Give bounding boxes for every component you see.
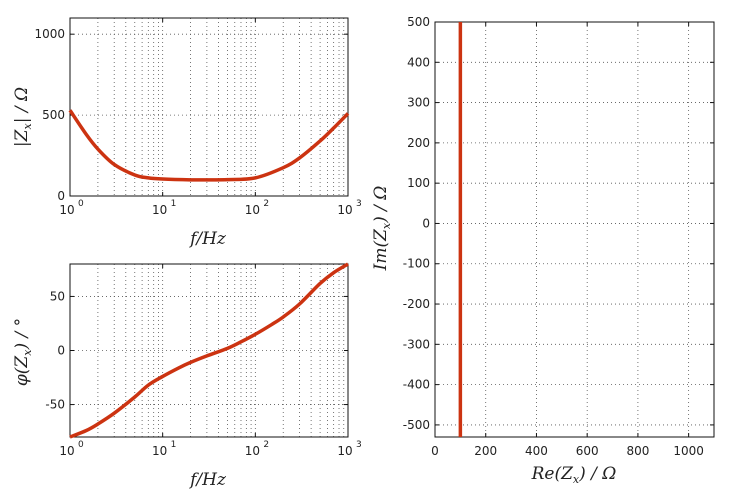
x-tick-label: 1000	[673, 444, 704, 458]
y-tick-label: 1000	[34, 27, 65, 41]
x-tick-label: 200	[474, 444, 497, 458]
nyquist-x-axis-label: Re(Zx) / Ω	[531, 464, 617, 486]
y-tick-label: 0	[422, 216, 430, 230]
x-tick-label: 10	[152, 444, 167, 458]
x-tick-label: 10	[245, 444, 260, 458]
y-tick-label: 500	[407, 15, 430, 29]
y-tick-label: 300	[407, 96, 430, 110]
magnitude-y-axis-label: |Zx| / Ω	[12, 87, 34, 147]
y-tick-label: 500	[42, 108, 65, 122]
phase-x-axis-label: f/Hz	[188, 470, 227, 490]
x-tick-label-exponent: 3	[356, 440, 362, 450]
x-tick-label: 400	[525, 444, 548, 458]
x-tick-label: 0	[431, 444, 439, 458]
y-tick-label: 200	[407, 136, 430, 150]
x-tick-label: 10	[152, 203, 167, 217]
x-tick-label: 600	[576, 444, 599, 458]
x-tick-label-exponent: 0	[78, 440, 84, 450]
y-tick-label: 400	[407, 55, 430, 69]
magnitude-x-axis-label: f/Hz	[188, 229, 227, 249]
y-tick-label: 100	[407, 176, 430, 190]
x-tick-label-exponent: 3	[356, 199, 362, 209]
x-tick-label-exponent: 0	[78, 199, 84, 209]
axes-frame	[69, 17, 349, 197]
y-tick-label: -100	[403, 257, 430, 271]
nyquist-plot: 0 200 400 600 800 1000 -500 -400 -300 -200 -100 0 10…	[403, 15, 715, 458]
x-tick-label: 10	[59, 203, 74, 217]
x-tick-label: 10	[337, 203, 352, 217]
x-tick-label-exponent: 1	[171, 199, 177, 209]
nyquist-y-axis-label: Im(Zx) / Ω	[371, 186, 393, 272]
x-tick-label: 10	[245, 203, 260, 217]
x-tick-label-exponent: 1	[171, 440, 177, 450]
x-tick-label: 10	[337, 444, 352, 458]
y-tick-label: 50	[50, 289, 65, 303]
y-tick-label: -300	[403, 337, 430, 351]
series-line	[68, 109, 350, 182]
x-label-f: f	[188, 229, 199, 249]
y-tick-label: 0	[57, 344, 65, 358]
y-tick-label: -50	[45, 398, 65, 412]
series-line	[69, 262, 349, 439]
y-tick-label: -500	[403, 418, 430, 432]
x-tick-label-exponent: 2	[263, 440, 269, 450]
axes-frame	[434, 21, 715, 438]
y-tick-label: 0	[57, 189, 65, 203]
phase-y-axis-label: φ(Zx) / °	[12, 318, 34, 386]
y-tick-label: -400	[403, 378, 430, 392]
x-tick-label: 800	[626, 444, 649, 458]
x-tick-label: 10	[59, 444, 74, 458]
x-tick-label-exponent: 2	[263, 199, 269, 209]
y-tick-label: -200	[403, 297, 430, 311]
